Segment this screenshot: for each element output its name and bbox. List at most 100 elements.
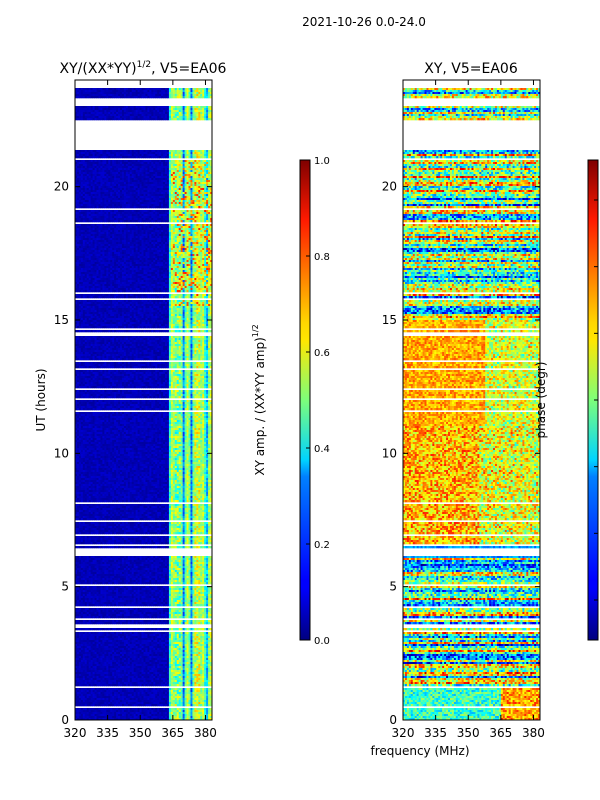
heatmap-cell	[178, 172, 182, 175]
heatmap-cell	[84, 170, 88, 173]
heatmap-cell	[94, 112, 97, 115]
heatmap-cell	[163, 178, 166, 181]
heatmap-cell	[190, 204, 193, 207]
heatmap-cell	[184, 260, 187, 263]
heatmap-cell	[168, 114, 172, 117]
heatmap-cell	[182, 186, 185, 189]
heatmap-cell	[121, 186, 125, 189]
heatmap-cell	[161, 230, 164, 233]
heatmap-cell	[110, 224, 113, 227]
heatmap-cell	[112, 180, 115, 183]
heatmap-cell	[172, 164, 176, 167]
heatmap-cell	[92, 254, 95, 257]
heatmap-cell	[135, 264, 139, 267]
heatmap-cell	[129, 262, 133, 265]
heatmap-cell	[182, 246, 185, 249]
heatmap-cell	[172, 182, 176, 185]
heatmap-cell	[106, 232, 109, 235]
heatmap-cell	[90, 180, 94, 183]
heatmap-cell	[129, 258, 133, 261]
heatmap-cell	[192, 118, 195, 121]
heatmap-cell	[206, 232, 209, 235]
heatmap-cell	[90, 166, 94, 169]
heatmap-cell	[198, 262, 201, 265]
heatmap-cell	[161, 114, 164, 117]
heatmap-cell	[190, 200, 193, 203]
heatmap-cell	[151, 150, 154, 153]
heatmap-cell	[178, 170, 182, 173]
heatmap-cell	[108, 180, 111, 183]
heatmap-cell	[192, 106, 195, 109]
heatmap-cell	[176, 258, 180, 261]
heatmap-cell	[206, 94, 209, 97]
heatmap-cell	[198, 156, 201, 159]
heatmap-cell	[159, 170, 162, 173]
heatmap-cell	[178, 114, 182, 117]
heatmap-cell	[190, 254, 193, 257]
heatmap-cell	[120, 198, 123, 201]
heatmap-cell	[135, 252, 139, 255]
heatmap-cell	[110, 238, 113, 241]
heatmap-cell	[106, 164, 109, 167]
heatmap-cell	[120, 188, 123, 191]
heatmap-cell	[200, 262, 203, 265]
heatmap-cell	[159, 224, 162, 227]
heatmap-cell	[143, 160, 146, 163]
heatmap-cell	[176, 238, 180, 241]
heatmap-cell	[161, 186, 164, 189]
heatmap-cell	[165, 150, 168, 153]
heatmap-cell	[80, 162, 84, 165]
heatmap-cell	[202, 250, 205, 253]
heatmap-cell	[170, 220, 174, 223]
heatmap-cell	[168, 252, 172, 255]
heatmap-cell	[182, 156, 185, 159]
heatmap-cell	[141, 166, 144, 169]
heatmap-cell	[104, 154, 107, 157]
heatmap-cell	[96, 220, 99, 223]
heatmap-cell	[206, 248, 209, 251]
heatmap-cell	[106, 182, 109, 185]
heatmap-cell	[94, 96, 97, 99]
heatmap-cell	[174, 232, 178, 235]
heatmap-cell	[159, 186, 162, 189]
heatmap-cell	[180, 178, 184, 181]
heatmap-cell	[112, 204, 115, 207]
heatmap-cell	[194, 266, 197, 269]
heatmap-cell	[129, 118, 133, 121]
heatmap-cell	[112, 110, 115, 113]
heatmap-cell	[192, 220, 195, 223]
heatmap-cell	[188, 90, 191, 93]
heatmap-cell	[90, 224, 94, 227]
heatmap-cell	[92, 230, 95, 233]
heatmap-cell	[121, 226, 125, 229]
heatmap-cell	[180, 256, 184, 259]
heatmap-cell	[178, 262, 182, 265]
heatmap-cell	[170, 244, 174, 247]
heatmap-cell	[210, 246, 212, 249]
heatmap-cell	[139, 110, 142, 113]
heatmap-cell	[151, 156, 154, 159]
heatmap-cell	[112, 224, 115, 227]
heatmap-cell	[96, 236, 99, 239]
heatmap-cell	[84, 186, 88, 189]
heatmap-cell	[204, 162, 207, 165]
heatmap-cell	[90, 152, 94, 155]
heatmap-cell	[106, 152, 109, 155]
heatmap-cell	[108, 266, 111, 269]
heatmap-cell	[125, 96, 129, 99]
heatmap-cell	[174, 258, 178, 261]
heatmap-cell	[200, 186, 203, 189]
heatmap-cell	[123, 228, 127, 231]
heatmap-cell	[102, 212, 105, 215]
heatmap-cell	[198, 242, 201, 245]
heatmap-cell	[141, 184, 144, 187]
heatmap-cell	[157, 236, 160, 239]
heatmap-cell	[210, 214, 212, 217]
heatmap-cell	[190, 154, 193, 157]
heatmap-cell	[172, 206, 176, 209]
heatmap-cell	[108, 88, 111, 91]
heatmap-cell	[76, 258, 80, 261]
heatmap-cell	[96, 250, 99, 253]
heatmap-cell	[98, 182, 101, 185]
heatmap-cell	[163, 172, 166, 175]
